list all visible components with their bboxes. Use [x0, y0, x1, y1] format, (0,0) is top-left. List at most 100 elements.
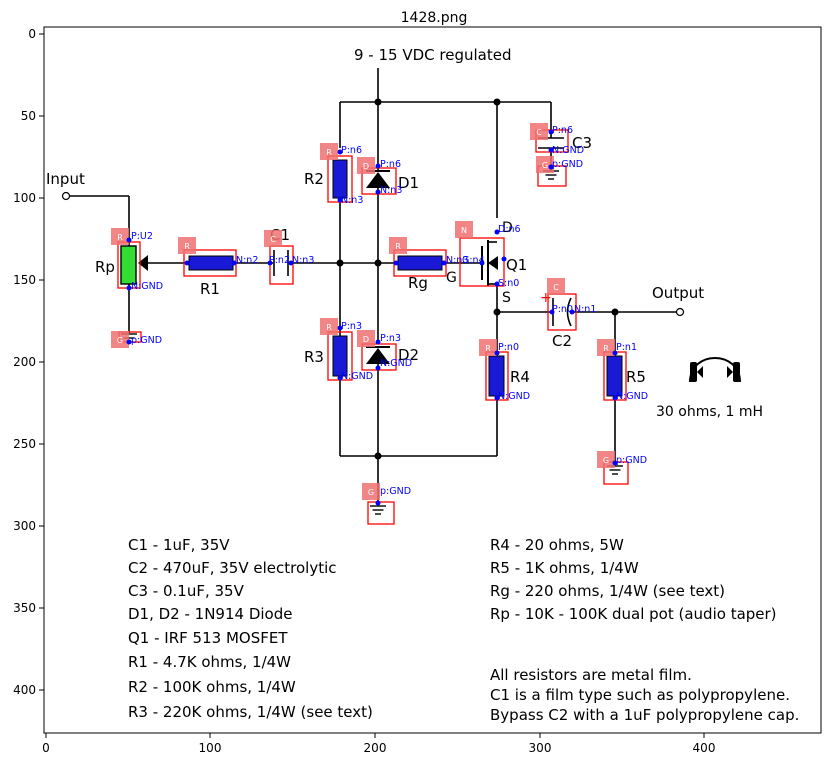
parts-list-item: C3 - 0.1uF, 35V [128, 582, 245, 600]
pin-label: N:n3 [292, 255, 314, 266]
pin-label: G:n4 [462, 255, 485, 266]
pin-label: p:GND [380, 486, 411, 497]
output-terminal [675, 307, 685, 317]
capacitor-c1 [273, 250, 289, 276]
tag-label: G [542, 161, 548, 170]
tag-label: G [603, 456, 609, 465]
tag-label: R [326, 148, 332, 157]
note-line: All resistors are metal film. [490, 666, 692, 684]
pin-label: N:GND [380, 358, 412, 369]
y-tick-label: 200 [13, 355, 36, 369]
resistor-r5 [606, 355, 623, 397]
label-r3: R3 [304, 348, 324, 366]
label-r5: R5 [626, 368, 646, 386]
schematic: + 9 - 15 VDC regulated Input [46, 46, 799, 724]
output-label: Output [652, 284, 704, 302]
y-tick-label: 250 [13, 437, 36, 451]
parts-list-item: R3 - 220K ohms, 1/4W (see text) [128, 703, 373, 721]
y-tick-label: 150 [13, 273, 36, 287]
potentiometer-rp [120, 245, 137, 285]
parts-list-left: C1 - 1uF, 35V C2 - 470uF, 35V electrolyt… [128, 536, 373, 721]
resistor-rg [397, 255, 443, 271]
pin-label: P:n0 [498, 342, 519, 353]
junctions [336, 98, 619, 460]
pin-label: N:GND [131, 281, 163, 292]
tag-label: R [395, 242, 401, 251]
bounding-boxes [117, 129, 629, 525]
tag-label: C [536, 128, 542, 137]
pin-label: P:U2 [131, 231, 153, 242]
tag-label: R [326, 323, 332, 332]
pin-label: N:n1 [574, 304, 596, 315]
component-tags: R G R C R D R D R N C G C R [111, 123, 615, 500]
y-tick-label: 100 [13, 191, 36, 205]
pin-label: P:n0 [552, 304, 573, 315]
label-d1: D1 [398, 174, 419, 192]
figure-title: 1428.png [401, 10, 468, 26]
x-tick-label: 400 [693, 741, 716, 755]
pin-label: N:n3 [341, 195, 363, 206]
note-line: C1 is a film type such as polypropylene. [490, 686, 790, 704]
pin-dots [126, 129, 618, 506]
label-c2: C2 [552, 332, 572, 350]
tag-label: D [363, 335, 369, 344]
tag-label: R [184, 242, 190, 251]
label-rg: Rg [408, 274, 428, 292]
pin-label: P:n6 [380, 159, 401, 170]
parts-list-item: Q1 - IRF 513 MOSFET [128, 629, 288, 647]
pin-label: D:n6 [498, 224, 521, 235]
pin-label: P:n6 [552, 125, 573, 136]
y-tick-label: 0 [28, 27, 36, 41]
x-tick-label: 200 [364, 741, 387, 755]
tag-label: C [553, 283, 559, 292]
pin-label: P:n2 [269, 255, 290, 266]
pin-label: N:GND [341, 371, 373, 382]
pin-label: p:GND [552, 159, 583, 170]
parts-list-item: R1 - 4.7K ohms, 1/4W [128, 653, 291, 671]
plus-sign-icon: + [540, 290, 552, 306]
parts-list-item: Rp - 10K - 100K dual pot (audio taper) [490, 605, 777, 623]
x-axis: 0 100 200 300 400 [42, 733, 715, 755]
pin-label: N:GND [498, 391, 530, 402]
parts-list-item: C2 - 470uF, 35V electrolytic [128, 559, 337, 577]
label-d2: D2 [398, 346, 419, 364]
label-r2: R2 [304, 170, 324, 188]
pin-label: N:GND [552, 145, 584, 156]
pin-labels: P:U2 N:GND p:GND N:n2 P:n2 N:n3 P:n6 N:n… [131, 125, 648, 497]
pin-label: P:n1 [616, 342, 637, 353]
pin-label: N:n3 [446, 255, 468, 266]
resistor-r4 [488, 355, 505, 397]
label-r1: R1 [200, 280, 220, 298]
pin-label: P:n3 [341, 321, 362, 332]
pin-label: P:n3 [380, 333, 401, 344]
pin-label: P:n6 [341, 145, 362, 156]
bbox-bot-gnd [367, 501, 395, 525]
tag-label: G [117, 336, 123, 345]
label-q1: Q1 [506, 256, 527, 274]
pin-label: p:GND [131, 335, 162, 346]
y-tick-label: 50 [21, 109, 36, 123]
input-label: Input [46, 170, 85, 188]
supply-label: 9 - 15 VDC regulated [354, 46, 512, 64]
parts-list-item: D1, D2 - 1N914 Diode [128, 605, 292, 623]
y-tick-label: 350 [13, 601, 36, 615]
y-axis: 0 50 100 150 200 250 300 350 400 [13, 27, 44, 697]
label-c3: C3 [572, 134, 592, 152]
x-tick-label: 0 [42, 741, 50, 755]
label-rp: Rp [95, 258, 115, 276]
label-r4: R4 [510, 368, 530, 386]
parts-list-item: Rg - 220 ohms, 1/4W (see text) [490, 582, 725, 600]
input-terminal [61, 191, 71, 201]
tag-label: G [368, 488, 374, 497]
tag-label: R [603, 344, 609, 353]
parts-list-item: R5 - 1K ohms, 1/4W [490, 559, 639, 577]
y-tick-label: 400 [13, 683, 36, 697]
label-gate: G [446, 270, 457, 286]
notes: All resistors are metal film. C1 is a fi… [490, 666, 799, 724]
wiper-arrow-icon [138, 255, 148, 271]
resistor-r2 [332, 159, 348, 199]
resistor-r1 [188, 255, 234, 271]
x-tick-label: 300 [529, 741, 552, 755]
pin-label: S:n0 [498, 278, 519, 289]
x-tick-label: 100 [199, 741, 222, 755]
